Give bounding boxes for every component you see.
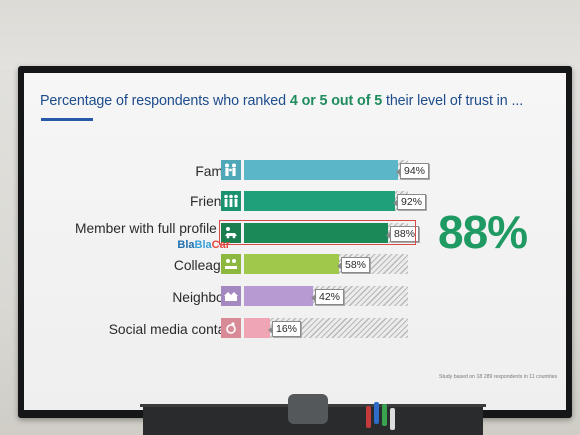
- friends-icon: [221, 191, 241, 211]
- neighbour-house-icon: [221, 286, 241, 306]
- title-text-start: Percentage of respondents who ranked: [40, 93, 290, 109]
- category-label-neighbour: Neighbour: [172, 290, 236, 305]
- title-underline: [41, 118, 93, 121]
- highlight-outline: [219, 220, 416, 245]
- bar-track-friends: [244, 191, 408, 211]
- value-label-member-with-full-profile-on: 88%: [385, 226, 420, 242]
- car-member-icon: [221, 223, 241, 243]
- bar-track-colleague: [244, 254, 408, 274]
- bar-neighbour: [244, 286, 313, 306]
- social-media-icon: [221, 318, 241, 338]
- value-label-colleague: 58%: [336, 257, 371, 273]
- tv-clip: [288, 394, 328, 424]
- value-label-social-media-contact: 16%: [267, 321, 302, 337]
- wall-background: [0, 0, 580, 70]
- bar-friends: [244, 191, 395, 211]
- value-label-family: 94%: [395, 163, 430, 179]
- family-icon: [221, 160, 241, 180]
- bar-member-with-full-profile-on: [244, 223, 388, 243]
- category-label-social-media-contact: Social media contact: [108, 322, 236, 337]
- bar-family: [244, 160, 398, 180]
- marker-blue: [374, 402, 379, 424]
- title-text-end: their level of trust in ...: [382, 93, 524, 109]
- blablacar-logo: BlaBlaCar: [177, 239, 230, 251]
- markers: [360, 400, 420, 430]
- category-label-colleague: Colleague: [173, 258, 236, 273]
- marker-green: [382, 404, 387, 426]
- value-label-neighbour: 42%: [310, 289, 345, 305]
- bar-social-media-contact: [244, 318, 270, 338]
- slide-title: Percentage of respondents who ranked 4 o…: [40, 93, 560, 109]
- bar-track-family: [244, 160, 408, 180]
- title-highlight: 4 or 5 out of 5: [289, 93, 383, 109]
- marker-red: [366, 406, 371, 428]
- presentation-slide: Percentage of respondents who ranked 4 o…: [24, 73, 566, 410]
- bar-colleague: [244, 254, 339, 274]
- category-label-member-with-full-profile-on: Member with full profile on: [74, 221, 236, 236]
- value-label-friends: 92%: [392, 194, 427, 210]
- colleague-icon: [221, 254, 241, 274]
- bar-track-member-with-full-profile-on: [244, 223, 408, 243]
- marker-white: [390, 408, 395, 430]
- footnote: Study based on 18 289 respondents in 11 …: [439, 374, 558, 380]
- big-stat: 88%: [438, 206, 528, 258]
